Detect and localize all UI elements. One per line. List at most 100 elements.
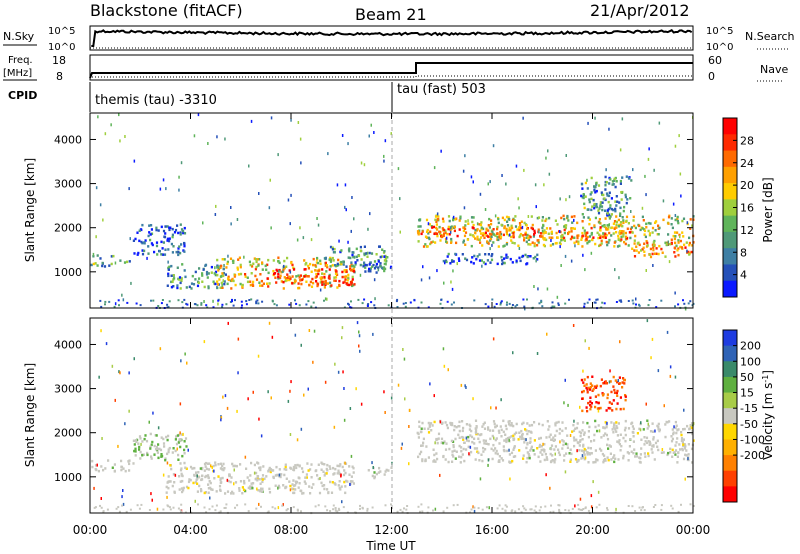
cell-0-4 xyxy=(341,270,344,274)
speckle-1 xyxy=(464,384,466,388)
cell-1-1 xyxy=(200,489,203,492)
cell-1-5 xyxy=(171,451,174,454)
cell-1-3 xyxy=(420,444,423,447)
speckle-0 xyxy=(489,180,491,184)
velocity-bar-seg xyxy=(723,470,737,487)
cell-0-5 xyxy=(359,263,362,267)
cell-0-1 xyxy=(151,243,154,247)
cell-1-3 xyxy=(478,440,481,444)
cell-1-1 xyxy=(344,491,347,495)
cell-1-1 xyxy=(254,477,257,481)
cell-1-4 xyxy=(608,401,611,404)
cell-1-1 xyxy=(188,478,191,481)
floor-1 xyxy=(244,503,247,506)
speckle-1 xyxy=(220,416,223,420)
floor-0 xyxy=(126,301,129,304)
cell-0-9 xyxy=(533,229,536,233)
cell-0-10 xyxy=(651,252,654,256)
cell-0-9 xyxy=(615,226,618,229)
cell-0-7 xyxy=(673,237,676,241)
cell-0-7 xyxy=(522,234,525,237)
floor-1 xyxy=(587,509,590,512)
cell-1-3 xyxy=(582,443,585,447)
cell-1-3 xyxy=(656,424,659,428)
cell-1-4 xyxy=(619,407,622,411)
cell-1-1 xyxy=(248,479,251,482)
floor-0 xyxy=(152,299,155,302)
speckle-0 xyxy=(422,265,424,269)
speckle-0 xyxy=(230,222,232,226)
floor-1 xyxy=(300,510,302,513)
floor-0 xyxy=(638,304,641,307)
cell-0-1 xyxy=(168,226,171,229)
cell-0-9 xyxy=(568,230,571,234)
cell-0-7 xyxy=(582,216,585,219)
cell-0-3 xyxy=(267,285,270,288)
cell-0-3 xyxy=(219,266,222,269)
speckle-1 xyxy=(258,502,260,506)
cell-0-4 xyxy=(341,275,344,279)
cell-0-9 xyxy=(628,231,631,234)
cell-0-7 xyxy=(434,231,437,235)
cell-1-1 xyxy=(305,473,308,476)
cell-0-9 xyxy=(518,235,521,239)
cell-0-11 xyxy=(487,253,490,256)
cell-0-7 xyxy=(679,239,682,243)
cell-0-12 xyxy=(588,198,591,201)
cell-0-12 xyxy=(606,209,609,212)
cell-0-1 xyxy=(168,237,171,240)
speckle-0 xyxy=(223,264,225,267)
floor-0 xyxy=(601,301,604,304)
cell-0-5 xyxy=(366,255,369,258)
cell-1-5 xyxy=(165,435,168,439)
cell-1-3 xyxy=(433,453,436,457)
cell-0-11 xyxy=(478,259,482,262)
cell-0-7 xyxy=(624,242,627,246)
cell-0-7 xyxy=(648,232,652,235)
cell-0-7 xyxy=(602,232,605,235)
cell-1-3 xyxy=(632,435,635,438)
speckle-0 xyxy=(212,299,214,303)
floor-1 xyxy=(549,511,552,514)
cell-0-3 xyxy=(310,270,313,273)
cell-1-5 xyxy=(164,457,167,460)
floor-0 xyxy=(117,299,120,302)
cell-0-7 xyxy=(597,236,600,240)
cell-0-2 xyxy=(223,280,226,283)
speckle-0 xyxy=(546,287,549,291)
nsky-tick-top: 10^5 xyxy=(48,26,75,37)
cell-0-7 xyxy=(427,232,430,235)
floor-1 xyxy=(552,510,555,513)
cell-1-3 xyxy=(494,425,497,429)
cell-1-2 xyxy=(377,471,380,474)
speckle-0 xyxy=(476,222,479,226)
speckle-0 xyxy=(133,159,136,163)
speckle-0 xyxy=(124,135,126,138)
cell-0-2 xyxy=(176,284,179,287)
cell-0-7 xyxy=(458,219,461,222)
cell-0-4 xyxy=(343,280,346,284)
cell-1-3 xyxy=(672,431,675,434)
cell-1-3 xyxy=(495,424,498,428)
cell-0-7 xyxy=(651,231,654,234)
floor-0 xyxy=(396,306,399,308)
floor-1 xyxy=(577,503,580,506)
speckle-0 xyxy=(118,113,120,117)
cell-0-12 xyxy=(609,206,612,210)
floor-0 xyxy=(409,301,412,304)
cell-1-3 xyxy=(557,448,560,451)
cell-1-3 xyxy=(586,451,589,454)
cell-0-5 xyxy=(378,245,381,248)
cell-0-1 xyxy=(171,235,174,239)
cell-1-3 xyxy=(684,445,687,449)
cell-1-1 xyxy=(196,490,199,493)
velocity-panel: Slant Range [km] xyxy=(23,317,695,515)
cell-1-4 xyxy=(589,385,592,389)
speckle-0 xyxy=(224,137,226,141)
cell-0-11 xyxy=(529,255,532,258)
cell-0-7 xyxy=(434,215,438,218)
cell-1-4 xyxy=(591,375,594,378)
cell-0-7 xyxy=(558,241,561,245)
cell-1-3 xyxy=(677,451,680,454)
cell-1-1 xyxy=(173,491,176,494)
